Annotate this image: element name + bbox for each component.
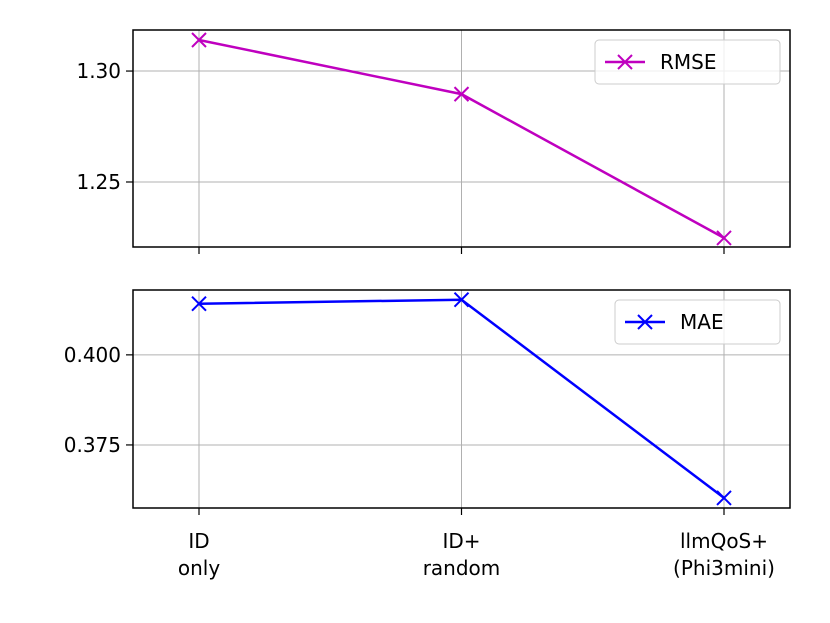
legend-box xyxy=(594,39,781,85)
x-tick-label: ID+ xyxy=(442,529,480,553)
x-tick-label: only xyxy=(178,556,220,580)
marker xyxy=(716,230,732,246)
y-tick-label: 1.25 xyxy=(76,170,121,194)
marker xyxy=(453,292,470,308)
axes-frame xyxy=(132,289,791,509)
legend-box xyxy=(614,299,781,345)
marker xyxy=(191,295,207,312)
x-tick-label: (Phi3mini) xyxy=(673,556,775,580)
x-tick-label: ID xyxy=(188,529,209,553)
legend-label: MAE xyxy=(680,310,724,334)
marker xyxy=(191,32,207,48)
axes-frame xyxy=(132,29,791,248)
marker xyxy=(453,86,470,102)
x-tick-label: random xyxy=(423,556,501,580)
x-tick-label: llmQoS+ xyxy=(680,529,768,553)
y-tick-label: 1.30 xyxy=(76,59,121,83)
legend-marker xyxy=(637,314,653,330)
legend-marker xyxy=(617,54,633,70)
y-tick-label: 0.400 xyxy=(64,343,121,367)
legend-label: RMSE xyxy=(660,50,716,74)
y-tick-label: 0.375 xyxy=(64,433,121,457)
marker xyxy=(716,490,732,506)
